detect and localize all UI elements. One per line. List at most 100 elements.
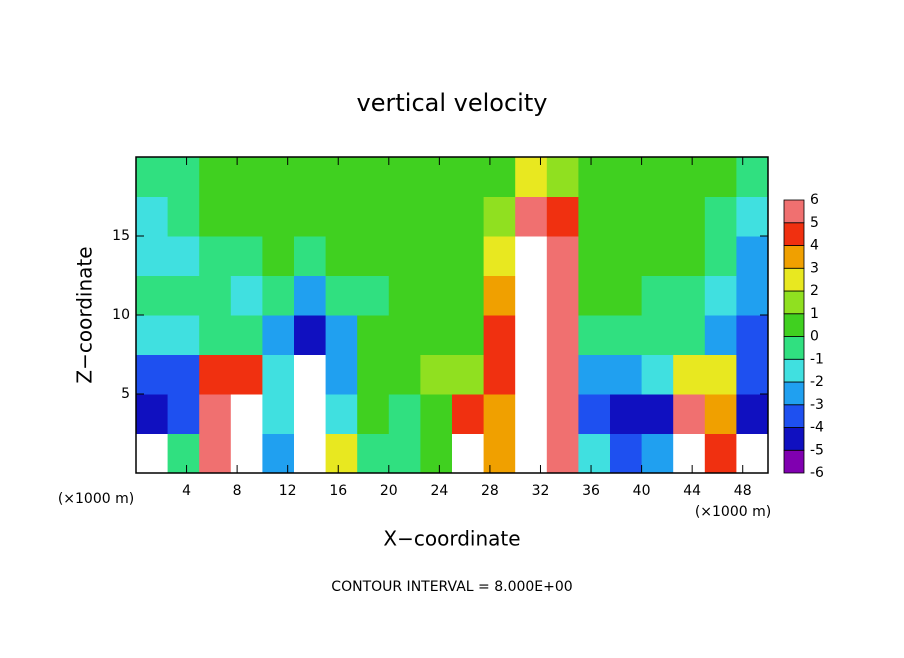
- cell: [136, 315, 169, 355]
- colorbar-swatch: [783, 381, 805, 406]
- cell: [641, 354, 674, 395]
- x-unit-label: (×1000 m): [58, 491, 134, 507]
- cell: [641, 433, 674, 474]
- cell: [388, 354, 421, 395]
- cell: [704, 433, 737, 474]
- colorbar-swatch: [783, 404, 805, 428]
- cell: [357, 196, 390, 237]
- colorbar-swatch: [783, 290, 805, 315]
- cell: [546, 354, 579, 395]
- cell: [420, 157, 453, 197]
- cell: [167, 157, 200, 197]
- cell: [515, 315, 548, 355]
- cell: [546, 433, 579, 474]
- cell: [736, 236, 769, 276]
- cell: [515, 433, 548, 474]
- x-unit-label: (×1000 m): [695, 504, 771, 520]
- cell: [704, 236, 737, 276]
- cell: [704, 275, 737, 316]
- cell: [199, 275, 232, 316]
- cell: [515, 275, 548, 316]
- cell: [610, 394, 643, 434]
- cell: [578, 354, 611, 395]
- cell: [167, 394, 200, 434]
- cell: [136, 433, 169, 474]
- cell: [673, 157, 706, 197]
- cell: [136, 236, 169, 276]
- cell: [262, 315, 295, 355]
- cell: [136, 196, 169, 237]
- x-tick-label: 40: [633, 483, 651, 499]
- cell: [388, 157, 421, 197]
- cell: [230, 236, 263, 276]
- cell: [230, 354, 263, 395]
- x-tick-label: 24: [430, 483, 448, 499]
- cell: [452, 196, 485, 237]
- cell: [388, 394, 421, 434]
- cell: [610, 236, 643, 276]
- colorbar-label: -1: [810, 351, 824, 367]
- cell: [452, 315, 485, 355]
- cell: [420, 354, 453, 395]
- x-tick-label: 36: [582, 483, 600, 499]
- contour-note: CONTOUR INTERVAL = 8.000E+00: [331, 579, 572, 595]
- cell: [673, 196, 706, 237]
- cell: [199, 433, 232, 474]
- cell: [610, 354, 643, 395]
- cell: [736, 433, 769, 474]
- cell: [546, 275, 579, 316]
- cell: [420, 275, 453, 316]
- colorbar-swatch: [783, 449, 805, 474]
- chart-title: vertical velocity: [357, 89, 548, 117]
- cell: [641, 315, 674, 355]
- cell: [262, 433, 295, 474]
- cell: [610, 157, 643, 197]
- cell: [578, 433, 611, 474]
- cell: [704, 315, 737, 355]
- cell: [546, 394, 579, 434]
- cell: [230, 433, 263, 474]
- cell: [325, 354, 358, 395]
- cell: [736, 275, 769, 316]
- cell: [262, 354, 295, 395]
- cell: [483, 236, 516, 276]
- cell: [452, 236, 485, 276]
- colorbar-label: -5: [810, 442, 824, 458]
- cell: [357, 433, 390, 474]
- cell: [673, 433, 706, 474]
- cell: [641, 236, 674, 276]
- colorbar-swatch: [783, 267, 805, 292]
- cell: [673, 394, 706, 434]
- cell: [230, 157, 263, 197]
- cell: [199, 315, 232, 355]
- y-tick-label: 15: [112, 228, 130, 244]
- cell: [483, 394, 516, 434]
- cell: [420, 315, 453, 355]
- cell: [420, 196, 453, 237]
- y-axis-label: Z−coordinate: [73, 246, 97, 383]
- cell: [262, 275, 295, 316]
- x-tick-label: 12: [279, 483, 297, 499]
- cell: [578, 236, 611, 276]
- cell: [357, 394, 390, 434]
- colorbar-swatch: [783, 245, 805, 269]
- cell: [388, 196, 421, 237]
- cell: [515, 157, 548, 197]
- x-tick-label: 44: [683, 483, 701, 499]
- cell: [199, 354, 232, 395]
- cell: [357, 157, 390, 197]
- x-tick-label: 16: [329, 483, 347, 499]
- colorbar-swatch: [783, 313, 805, 337]
- colorbar-label: 0: [810, 329, 819, 345]
- colorbar-swatch: [783, 427, 805, 451]
- cell: [388, 275, 421, 316]
- cell: [610, 196, 643, 237]
- cell: [641, 157, 674, 197]
- cell: [199, 236, 232, 276]
- cell: [325, 236, 358, 276]
- cell: [136, 275, 169, 316]
- colorbar-swatch: [783, 358, 805, 383]
- y-tick-label: 5: [121, 386, 130, 402]
- cell: [578, 315, 611, 355]
- cell: [357, 275, 390, 316]
